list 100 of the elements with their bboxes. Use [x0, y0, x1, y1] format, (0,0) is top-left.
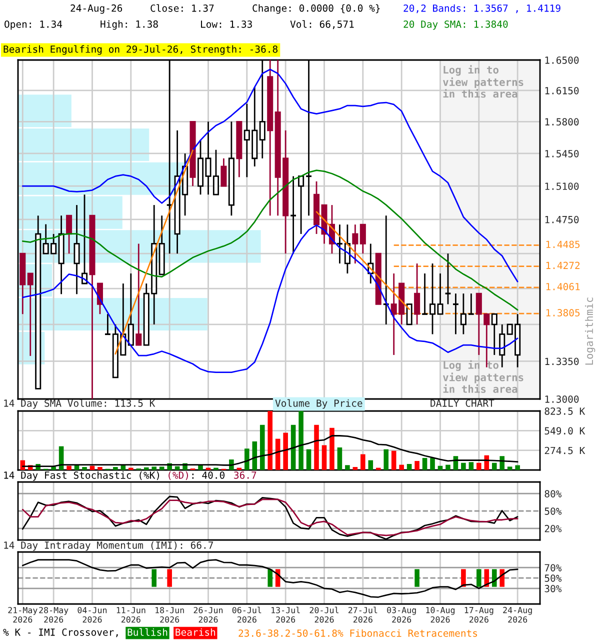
candlestick [414, 262, 420, 326]
ref-line-label: 1.4061 [546, 282, 580, 290]
text: 24-Aug-26 [70, 4, 122, 14]
bar [159, 466, 164, 470]
bar [406, 464, 412, 470]
bar [20, 460, 26, 470]
y-tick-label: 1.6150 [545, 86, 579, 94]
text: Open: 1.34 [4, 20, 62, 30]
band-label: Log in to view patterns in this area [442, 65, 524, 98]
bar [66, 466, 72, 470]
text: : 40.0 [192, 471, 224, 479]
text: Bearish [176, 628, 216, 636]
x-tick-label: 20-Jul 2026 [310, 606, 338, 623]
bar [51, 466, 56, 470]
bar [252, 441, 258, 470]
y-tick-label: 50% [544, 508, 562, 515]
candlestick [360, 224, 366, 254]
ref-line-label: 1.3805 [546, 309, 580, 316]
text: Change: 0.0000 {0.0 %} [252, 4, 380, 14]
bar [414, 460, 420, 470]
x-tick-label: 28-May 2026 [39, 606, 68, 623]
y-tick-label: 50% [544, 574, 562, 582]
candlestick [499, 324, 506, 368]
y-tick-label: 1.4750 [545, 216, 579, 224]
bar [244, 448, 250, 470]
y-tick-label: 823.5 K [544, 408, 586, 415]
text: 20,2 Bands: 1.3567 , 1.4119 [404, 4, 560, 14]
candlestick [352, 224, 358, 264]
x-tick-label: 04-Jun 2026 [78, 606, 107, 623]
bar [306, 449, 312, 470]
bar [399, 464, 404, 470]
bar [360, 454, 366, 470]
series-label: 14 Day Fast Stochastic (%K) [4, 471, 160, 481]
bar [391, 450, 396, 470]
bar [345, 465, 350, 470]
text: 20 Day SMA: 1.3840 [404, 20, 508, 30]
line-series [22, 435, 518, 467]
candlestick [491, 313, 498, 356]
text: High: 1.38 [100, 20, 158, 30]
bar [438, 466, 443, 470]
bar [384, 449, 389, 470]
legend-title: % K - IMI Crossover, [3, 628, 118, 638]
x-tick-label: 17-Aug 2026 [464, 607, 494, 623]
y-tick-label: 1.5800 [545, 118, 579, 126]
y-tick-label: 1.3000 [545, 396, 579, 403]
y-tick-label: 274.5 K [544, 446, 586, 454]
x-tick-label: 13-Jul 2026 [272, 606, 300, 623]
text: Vol: 66,571 [290, 20, 354, 30]
bar [90, 466, 95, 470]
text: Bearish Engulfing on 29-Jul-26, Strength: -36.8 [4, 45, 278, 55]
bar [507, 466, 512, 470]
bar [290, 424, 296, 470]
candlestick [444, 252, 452, 305]
candlestick [104, 313, 112, 336]
chart-title: 14 Day Intraday Momentum (IMI): 66.7 [4, 541, 213, 551]
bar [476, 462, 482, 470]
bar [337, 447, 342, 470]
bar [144, 467, 149, 470]
bar [198, 465, 203, 470]
candlestick [460, 292, 466, 335]
line-series [22, 170, 518, 311]
bar [446, 464, 450, 470]
y-tick-label: 1.5100 [545, 182, 579, 190]
candlestick [468, 292, 475, 315]
bar [82, 466, 87, 470]
y-tick-label: 549.0 K [544, 427, 586, 435]
candlestick [406, 304, 412, 326]
bar [430, 458, 435, 470]
ref-line-label: 1.4272 [546, 262, 580, 269]
bar [500, 456, 505, 470]
text: (%D) [168, 471, 188, 480]
text: Volume By Price [275, 399, 362, 409]
bar [422, 458, 428, 470]
x-tick-label: 11-Jun 2026 [116, 607, 146, 623]
candlestick [66, 214, 72, 254]
bar [468, 462, 474, 470]
bar [298, 411, 304, 470]
y-tick-label: 20% [544, 524, 562, 532]
bar [352, 466, 358, 470]
y-tick-label: 80% [544, 490, 562, 498]
text: 36.7 [234, 471, 256, 479]
candlestick [220, 158, 227, 187]
x-tick-label: 06-Jul 2026 [232, 606, 262, 623]
text: Close: 1.37 [150, 4, 214, 12]
y-tick-label: 30% [544, 584, 562, 592]
candlestick [136, 243, 142, 346]
x-tick-label: 10-Aug 2026 [426, 606, 455, 623]
text: Bullish [128, 628, 168, 636]
candlestick [421, 272, 428, 315]
x-tick-label: 24-Aug 2026 [503, 606, 532, 623]
candlestick [290, 176, 297, 254]
bar [314, 424, 319, 470]
text: DAILY CHART [430, 399, 494, 407]
bar [330, 428, 334, 470]
bar [260, 424, 265, 470]
y-tick-label: 1.3350 [545, 358, 579, 366]
text: 23.6-38.2-50-61.8% Fibonacci Retracements [238, 629, 478, 637]
y-tick-label: 70% [544, 564, 562, 572]
bar [492, 462, 497, 470]
x-tick-label: 26-Jun 2026 [194, 606, 223, 623]
